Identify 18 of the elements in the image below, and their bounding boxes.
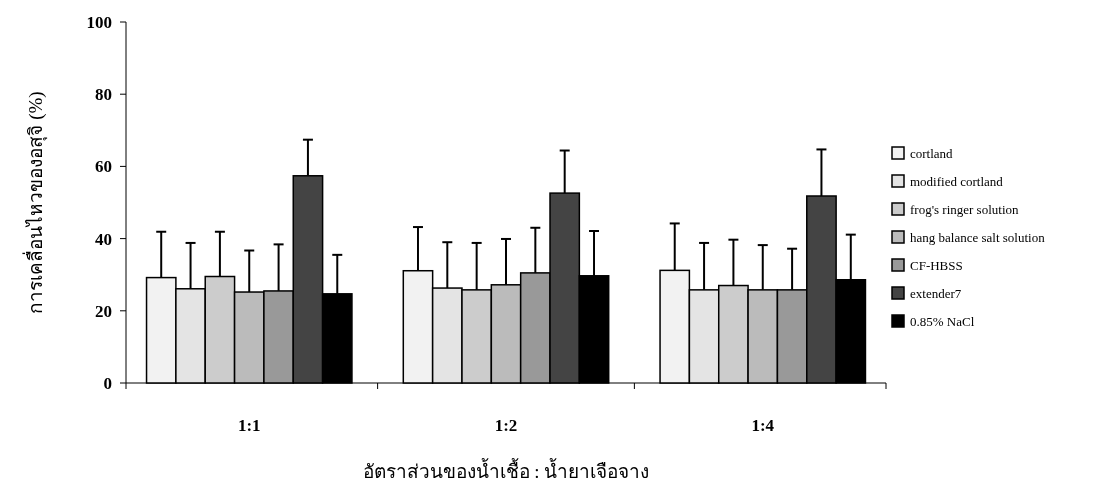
x-tick-label: 1:2 [494, 416, 518, 435]
y-axis-title: การเคลื่อนไหวของอสุจิ (%) [22, 91, 48, 314]
y-tick-label: 40 [95, 229, 112, 249]
legend-label: hang balance salt solution [910, 229, 1046, 245]
legend-label: CF-HBSS [910, 257, 963, 273]
y-tick-label: 0 [103, 373, 112, 393]
legend-label: extender7 [910, 285, 962, 301]
y-tick-label: 100 [86, 12, 112, 32]
y-tick-label: 20 [95, 301, 112, 321]
legend-label: cortland [910, 145, 954, 161]
y-tick-label: 60 [95, 157, 112, 177]
x-tick-label: 1:1 [237, 416, 261, 435]
x-tick-label: 1:4 [751, 416, 775, 435]
legend-label: 0.85% NaCl [910, 313, 975, 329]
x-axis-title: อัตราส่วนของน้ำเชื้อ : น้ำยาเจือจาง [362, 458, 650, 482]
legend-label: modified cortland [910, 173, 1004, 189]
legend-label: frog's ringer solution [910, 201, 1019, 217]
y-tick-label: 80 [95, 85, 112, 105]
